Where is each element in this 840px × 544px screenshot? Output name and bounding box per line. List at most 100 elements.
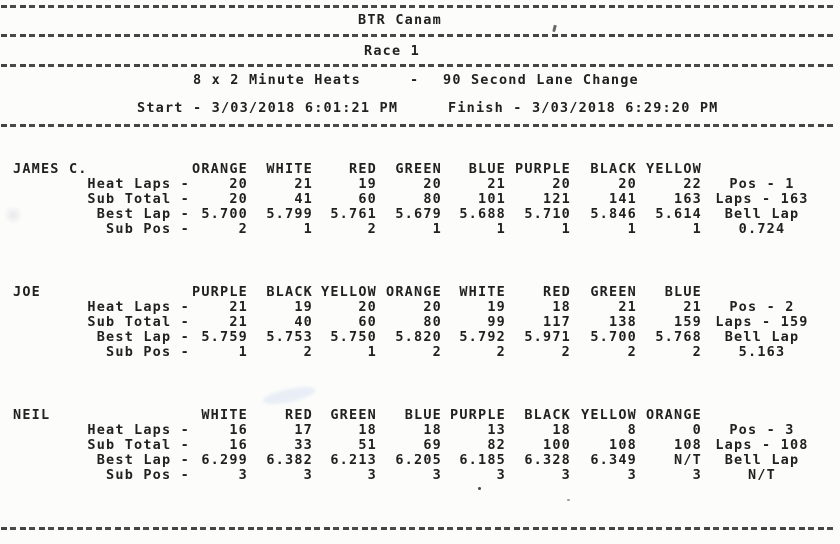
best-lap-value: 5.799 xyxy=(266,206,313,222)
lane-color-header: WHITE xyxy=(266,161,313,177)
best-lap-value: 5.846 xyxy=(590,206,637,222)
heat-laps-value: 18 xyxy=(552,422,571,438)
summary-bell_label: Bell Lap xyxy=(724,452,800,468)
scan-artifact-dot xyxy=(567,499,570,501)
sub-total-value: 99 xyxy=(487,314,506,330)
summary-bell_label: Bell Lap xyxy=(724,329,800,345)
lane-color-header: YELLOW xyxy=(321,284,377,300)
best-lap-value: 6.185 xyxy=(459,452,506,468)
heat-laps-value: 19 xyxy=(358,176,377,192)
summary-bell_value: N/T xyxy=(748,467,776,483)
best-lap-value: 5.792 xyxy=(459,329,506,345)
sub-pos-value: 1 xyxy=(496,221,506,237)
lane-color-header: BLUE xyxy=(404,407,442,423)
row-label: Sub Pos - xyxy=(106,221,190,237)
best-lap-value: N/T xyxy=(674,452,702,468)
best-lap-value: 5.700 xyxy=(201,206,248,222)
sub-total-value: 40 xyxy=(294,314,313,330)
best-lap-value: 5.820 xyxy=(395,329,442,345)
driver-name: NEIL xyxy=(13,407,51,423)
sub-pos-value: 2 xyxy=(496,344,506,360)
sub-pos-value: 1 xyxy=(432,221,442,237)
divider-bottom xyxy=(1,527,837,530)
lane-color-header: RED xyxy=(285,407,313,423)
row-label: Heat Laps - xyxy=(87,299,190,315)
summary-pos: Pos - 2 xyxy=(729,299,795,315)
sub-pos-value: 3 xyxy=(303,467,313,483)
lane-color-header: ORANGE xyxy=(646,407,702,423)
sub-total-value: 60 xyxy=(358,191,377,207)
lane-color-header: WHITE xyxy=(459,284,506,300)
sub-total-value: 33 xyxy=(294,437,313,453)
sub-total-value: 100 xyxy=(543,437,571,453)
sub-total-value: 108 xyxy=(674,437,702,453)
heat-laps-value: 19 xyxy=(487,299,506,315)
sub-total-value: 163 xyxy=(674,191,702,207)
sub-total-value: 69 xyxy=(423,437,442,453)
sub-pos-value: 2 xyxy=(692,344,702,360)
heat-laps-value: 21 xyxy=(683,299,702,315)
heat-laps-value: 20 xyxy=(229,176,248,192)
heat-laps-value: 18 xyxy=(552,299,571,315)
lane-color-header: BLUE xyxy=(468,161,506,177)
sub-total-value: 117 xyxy=(543,314,571,330)
format-separator: - xyxy=(410,72,420,88)
scan-artifact-dot xyxy=(478,487,481,490)
finish-time-text: Finish - 3/03/2018 6:29:20 PM xyxy=(448,100,719,116)
row-label: Sub Pos - xyxy=(106,344,190,360)
sub-pos-value: 2 xyxy=(367,221,377,237)
heat-laps-value: 21 xyxy=(487,176,506,192)
best-lap-value: 5.761 xyxy=(330,206,377,222)
scan-artifact-blue-streak xyxy=(261,383,317,408)
best-lap-value: 5.768 xyxy=(655,329,702,345)
sub-total-value: 101 xyxy=(478,191,506,207)
row-label: Best Lap - xyxy=(96,206,190,222)
heat-laps-value: 17 xyxy=(294,422,313,438)
sub-total-value: 141 xyxy=(609,191,637,207)
heat-laps-value: 21 xyxy=(618,299,637,315)
summary-bell_value: 0.724 xyxy=(738,221,786,237)
sub-pos-value: 1 xyxy=(561,221,571,237)
sub-total-value: 80 xyxy=(423,314,442,330)
summary-bell_label: Bell Lap xyxy=(724,206,800,222)
lane-color-header: ORANGE xyxy=(386,284,442,300)
row-label: Heat Laps - xyxy=(87,422,190,438)
heat-laps-value: 21 xyxy=(229,299,248,315)
lane-color-header: GREEN xyxy=(590,284,637,300)
heat-laps-value: 16 xyxy=(229,422,248,438)
row-label: Heat Laps - xyxy=(87,176,190,192)
heat-laps-value: 20 xyxy=(358,299,377,315)
best-lap-value: 5.688 xyxy=(459,206,506,222)
lane-color-header: BLACK xyxy=(590,161,637,177)
event-title: BTR Canam xyxy=(358,12,442,28)
sub-total-value: 138 xyxy=(609,314,637,330)
sub-pos-value: 3 xyxy=(627,467,637,483)
lane-change-text: 90 Second Lane Change xyxy=(443,72,639,88)
best-lap-value: 5.971 xyxy=(524,329,571,345)
sub-total-value: 21 xyxy=(229,314,248,330)
best-lap-value: 5.700 xyxy=(590,329,637,345)
scan-artifact-tick xyxy=(552,24,557,33)
summary-pos: Pos - 3 xyxy=(729,422,795,438)
summary-laps: Laps - 159 xyxy=(715,314,809,330)
lane-color-header: WHITE xyxy=(201,407,248,423)
sub-pos-value: 2 xyxy=(561,344,571,360)
lane-color-header: PURPLE xyxy=(450,407,506,423)
heat-laps-value: 18 xyxy=(423,422,442,438)
sub-pos-value: 2 xyxy=(238,221,248,237)
start-time-text: Start - 3/03/2018 6:01:21 PM xyxy=(137,100,399,116)
summary-bell_value: 5.163 xyxy=(738,344,786,360)
sub-pos-value: 3 xyxy=(496,467,506,483)
sub-total-value: 51 xyxy=(358,437,377,453)
lane-color-header: PURPLE xyxy=(192,284,248,300)
best-lap-value: 6.205 xyxy=(395,452,442,468)
best-lap-value: 6.382 xyxy=(266,452,313,468)
lane-color-header: GREEN xyxy=(395,161,442,177)
sub-pos-value: 1 xyxy=(303,221,313,237)
divider-below-times xyxy=(1,124,837,127)
heat-laps-value: 18 xyxy=(358,422,377,438)
lane-color-header: RED xyxy=(349,161,377,177)
lane-color-header: ORANGE xyxy=(192,161,248,177)
lane-color-header: BLACK xyxy=(524,407,571,423)
